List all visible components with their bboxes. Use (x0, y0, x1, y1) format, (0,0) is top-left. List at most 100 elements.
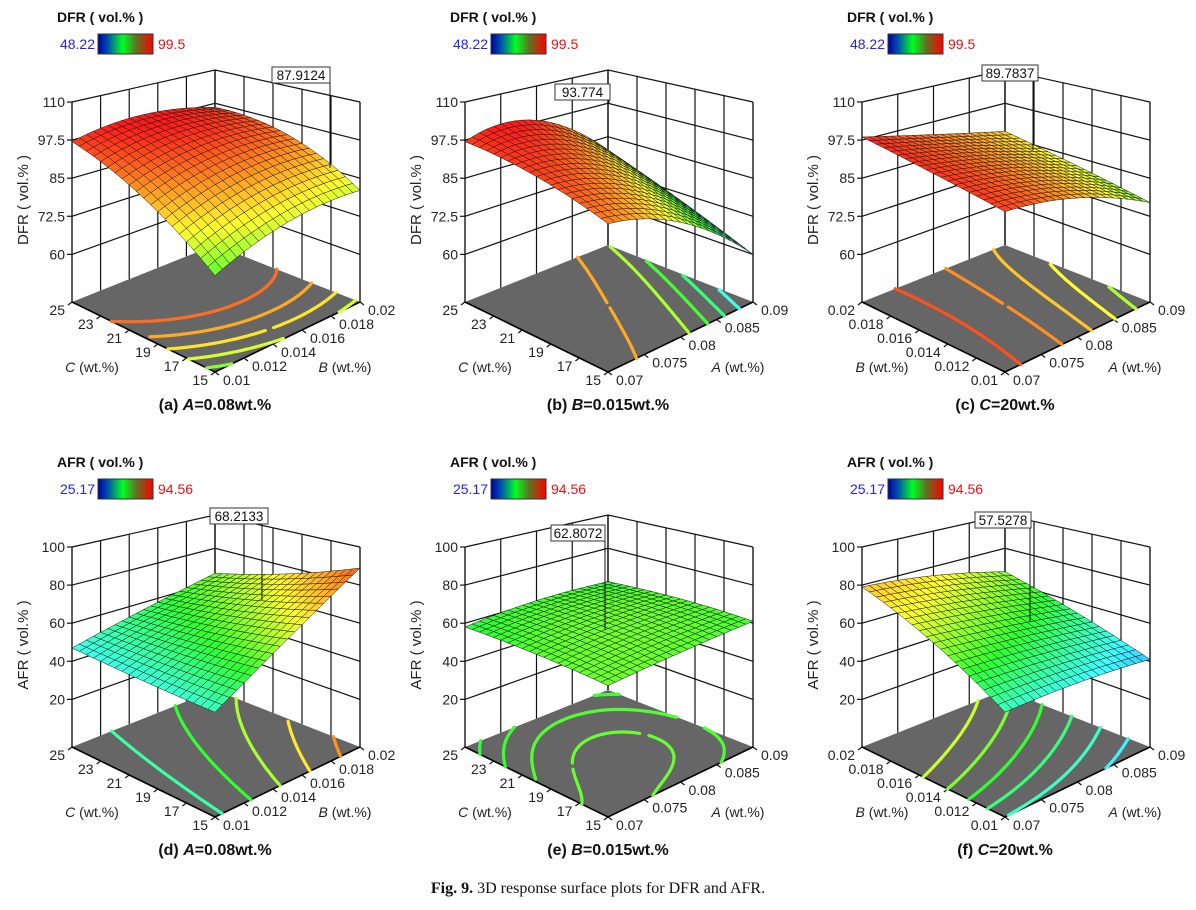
z-axis-title: AFR ( vol.% ) (408, 600, 425, 689)
right-axis-tick-label: 0.02 (368, 747, 395, 763)
surface-cell (207, 260, 223, 276)
left-axis-tick (460, 746, 466, 751)
right-axis-tick (752, 301, 758, 306)
panel-title: (c) C=20wt.% (955, 397, 1054, 414)
panel-title-value: =0.015wt.% (583, 842, 669, 859)
response-surface (861, 131, 1151, 212)
contour-line (944, 267, 1064, 347)
colorbar-min-label: 48.22 (60, 36, 95, 52)
right-axis-tick-label: 0.018 (339, 761, 374, 777)
left-axis-tick (575, 357, 580, 362)
left-axis-tick (67, 746, 73, 751)
left-axis-tick (182, 802, 187, 807)
annotation-box (550, 524, 606, 542)
contour-line (991, 248, 1093, 332)
left-axis-variable: B (856, 804, 865, 820)
left-axis-unit: (wt.%) (468, 804, 512, 820)
left-axis-tick-label: 25 (49, 302, 65, 318)
right-axis-variable: B (319, 804, 328, 820)
right-axis-tick (214, 371, 220, 376)
colorbar-gradient (887, 478, 944, 500)
left-axis-unit: (wt.%) (468, 359, 512, 375)
contour-line (986, 714, 1074, 811)
panel-title-prefix: (e) (547, 842, 571, 859)
z-tick-label: 72.5 (38, 208, 65, 224)
left-axis-variable: C (458, 804, 469, 820)
right-axis-title: A (wt.%) (1108, 804, 1162, 820)
left-axis-tick (1000, 816, 1006, 821)
right-axis-tick (643, 799, 649, 803)
floor-plane (72, 245, 360, 372)
right-axis-variable: A (711, 804, 721, 820)
z-tick-label: 20 (49, 691, 65, 707)
right-axis-unit: (wt.%) (328, 359, 372, 375)
z-axis-title: DFR ( vol.% ) (15, 155, 32, 245)
colorbar-max-label: 99.5 (948, 36, 975, 52)
panel-title: (f) C=20wt.% (957, 842, 1053, 859)
left-axis-tick (460, 301, 466, 306)
floor-plane (862, 245, 1150, 372)
left-axis-tick (972, 802, 977, 807)
right-axis-tick-label: 0.075 (1049, 355, 1084, 371)
right-axis-tick (272, 788, 278, 793)
right-axis-tick-label: 0.07 (1013, 372, 1040, 388)
right-axis-title: B (wt.%) (319, 359, 372, 375)
contour-line (234, 696, 282, 788)
left-axis-tick (886, 760, 891, 765)
left-axis-tick-label: 23 (78, 316, 94, 332)
right-axis-tick-label: 0.085 (1122, 765, 1157, 781)
left-axis-tick (517, 329, 523, 334)
surface-plot-d: AFR ( vol.% ) 25.17 94.56 20 40 60 80 100 AFR ( … (15, 454, 395, 859)
z-tick-label: 72.5 (431, 208, 458, 224)
right-axis-tick-label: 0.08 (1086, 782, 1113, 798)
left-axis-tick (943, 343, 949, 348)
left-axis-tick-label: 15 (192, 372, 208, 388)
right-axis-tick-label: 0.075 (652, 800, 687, 816)
left-axis-tick-label: 23 (471, 761, 487, 777)
contour-line (1048, 262, 1117, 321)
left-axis-tick (489, 315, 494, 320)
z-axis-title: AFR ( vol.% ) (805, 600, 822, 689)
left-axis-tick (210, 816, 216, 821)
left-axis-tick-label: 25 (442, 302, 458, 318)
left-axis-tick (489, 760, 494, 765)
left-axis-tick-label: 0.018 (849, 761, 884, 777)
contour-line (570, 730, 676, 806)
left-axis-unit: (wt.%) (75, 359, 119, 375)
surface-plot-a: DFR ( vol.% ) 48.22 99.5 60 72.5 85 97.5 110 DFR… (15, 9, 395, 414)
right-axis-tick (1149, 301, 1155, 306)
colorbar-max-label: 94.56 (158, 481, 193, 497)
colorbar-min-label: 25.17 (60, 481, 95, 497)
left-axis-tick-label: 25 (49, 747, 65, 763)
right-axis-tick-label: 0.09 (1158, 302, 1185, 318)
contour-line (1107, 285, 1138, 311)
panel-title-prefix: (c) (955, 397, 979, 414)
annotation-value: 62.8072 (554, 526, 603, 541)
annotation-box (209, 507, 269, 525)
contour-line (1006, 725, 1102, 817)
contour-line (110, 729, 224, 816)
annotation-box (974, 511, 1032, 529)
right-axis-title: A (wt.%) (1108, 359, 1162, 375)
response-surface (861, 571, 1151, 713)
panel-b: DFR ( vol.% ) 48.22 99.5 60 72.5 85 97.5 110 DFR… (393, 0, 793, 425)
right-axis-unit: (wt.%) (1118, 804, 1162, 820)
panel-title-variable: A (182, 842, 195, 859)
left-axis-title: B (wt.%) (856, 804, 909, 820)
right-axis-tick-label: 0.08 (1086, 337, 1113, 353)
z-tick-label: 80 (839, 577, 855, 593)
panel-a: DFR ( vol.% ) 48.22 99.5 60 72.5 85 97.5 110 DFR… (0, 0, 400, 425)
left-axis-tick (857, 746, 863, 751)
annotation-box (554, 83, 611, 101)
contour-line (717, 288, 741, 311)
panel-title-prefix: (f) (957, 842, 977, 859)
right-axis-tick (607, 816, 613, 821)
left-axis-unit: (wt.%) (865, 359, 909, 375)
panel-title-variable: C (979, 397, 991, 414)
left-axis-variable: C (458, 359, 469, 375)
right-axis-tick-label: 0.08 (689, 782, 716, 798)
contour-line (478, 739, 483, 756)
left-axis-tick-label: 0.02 (828, 747, 855, 763)
right-axis-tick-label: 0.016 (310, 330, 345, 346)
left-axis-tick-label: 0.02 (828, 302, 855, 318)
